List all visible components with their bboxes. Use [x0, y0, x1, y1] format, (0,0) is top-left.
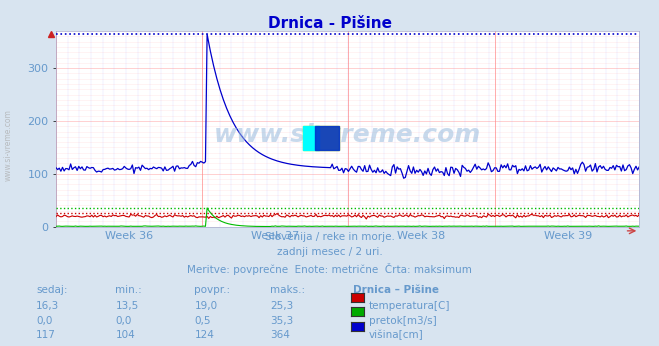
Text: 364: 364	[270, 330, 290, 340]
Text: povpr.:: povpr.:	[194, 285, 231, 295]
Text: temperatura[C]: temperatura[C]	[369, 301, 451, 311]
Text: maks.:: maks.:	[270, 285, 305, 295]
Text: www.si-vreme.com: www.si-vreme.com	[214, 123, 481, 147]
Bar	[303, 126, 339, 150]
Text: www.si-vreme.com: www.si-vreme.com	[4, 109, 13, 181]
Text: zadnji mesec / 2 uri.: zadnji mesec / 2 uri.	[277, 247, 382, 257]
Text: 124: 124	[194, 330, 214, 340]
Text: Drnica - Pišine: Drnica - Pišine	[268, 16, 391, 30]
Text: 0,5: 0,5	[194, 316, 211, 326]
Text: 16,3: 16,3	[36, 301, 59, 311]
Bar	[316, 126, 339, 150]
Bar	[303, 126, 319, 150]
Text: Drnica – Pišine: Drnica – Pišine	[353, 285, 439, 295]
Text: 0,0: 0,0	[36, 316, 53, 326]
Text: 35,3: 35,3	[270, 316, 293, 326]
Text: Meritve: povprečne  Enote: metrične  Črta: maksimum: Meritve: povprečne Enote: metrične Črta:…	[187, 263, 472, 275]
Text: 13,5: 13,5	[115, 301, 138, 311]
Text: 19,0: 19,0	[194, 301, 217, 311]
Text: min.:: min.:	[115, 285, 142, 295]
Text: 0,0: 0,0	[115, 316, 132, 326]
Text: višina[cm]: višina[cm]	[369, 330, 424, 340]
Text: 25,3: 25,3	[270, 301, 293, 311]
Text: 104: 104	[115, 330, 135, 340]
Text: sedaj:: sedaj:	[36, 285, 68, 295]
Text: pretok[m3/s]: pretok[m3/s]	[369, 316, 437, 326]
Text: 117: 117	[36, 330, 56, 340]
Text: Slovenija / reke in morje.: Slovenija / reke in morje.	[264, 232, 395, 242]
